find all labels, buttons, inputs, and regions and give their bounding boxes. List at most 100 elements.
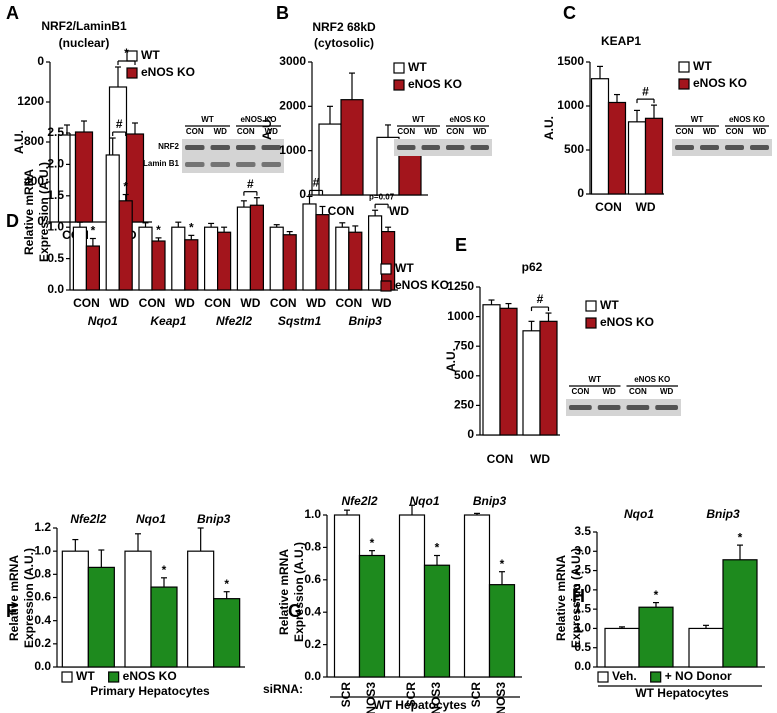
gene-label: Nfe2l2 [70,512,106,526]
x-tick-label: WD [306,296,326,310]
legend-label: eNOS KO [141,65,195,79]
y-tick-label: 0.4 [304,604,321,618]
annotation: # [247,177,254,191]
bar [638,606,674,668]
bar [184,239,199,291]
y-tick-label: 0 [37,54,44,68]
gene-label: Bnip3 [706,507,740,521]
blot-band-label: NRF2 [158,142,179,151]
blot-image [182,139,284,173]
y-tick-label: 1.0 [304,507,321,521]
bar [118,200,133,291]
annotation: * [370,536,375,550]
blot-band [750,145,769,150]
bar [358,554,386,678]
bar [318,123,342,196]
gene-label: Bnip3 [349,314,383,328]
annotation: p=0.07 [369,192,395,201]
y-tick-label: 1200 [17,94,44,108]
panel-title: NRF2 68kD [312,20,376,34]
legend-swatch [393,79,405,91]
y-tick-label: 1.5 [574,601,591,615]
blot-band [626,405,650,410]
bar [249,204,264,291]
bar [335,226,350,291]
legend-label: WT [408,60,427,74]
annotation: # [537,292,544,306]
y-tick-label: 0.0 [47,282,64,296]
annotation: * [738,530,743,544]
y-tick-label: 2.0 [574,582,591,596]
bar [333,514,361,678]
bar [644,117,664,195]
y-axis-label: Expression (A.U.) [569,548,583,648]
blot-band [421,145,440,150]
bar [340,99,364,196]
gene-label: Nqo1 [136,512,166,526]
x-tick-label: WD [240,296,260,310]
gene-label: Nqo1 [624,507,654,521]
y-tick-label: 1.5 [47,188,64,202]
legend-label: eNOS KO [600,315,654,329]
blot-band [397,145,416,150]
blot-group-label: WT [691,115,704,124]
legend-swatch [126,67,138,79]
x-tick-label: WD [636,200,656,214]
legend-swatch [108,671,120,683]
legend-label: WT [395,261,414,275]
bar [368,215,383,291]
y-tick-label: 0.6 [34,590,51,604]
gene-label: Keap1 [150,314,186,328]
y-tick-label: 1.2 [34,520,51,534]
annotation: # [642,84,649,98]
x-tick-label: WD [530,452,550,466]
gene-label: Bnip3 [197,512,231,526]
legend-swatch [380,263,392,275]
blot-image [394,139,492,156]
x-tick-label: WD [175,296,195,310]
blot-lane-label: WD [602,387,616,396]
y-tick-label: 0 [299,187,306,201]
bar [85,245,101,291]
y-tick-label: 0 [577,186,584,200]
blot-band [185,145,205,150]
y-tick-label: 1.0 [34,543,51,557]
blot-lane-label: CON [629,387,647,396]
y-tick-label: 0.0 [34,659,51,673]
gene-label: Nqo1 [410,494,440,508]
bar [204,226,219,291]
blot-lane-label: WD [424,127,438,136]
annotation: * [156,223,161,237]
annotation: * [500,557,505,571]
y-tick-label: 0.6 [304,572,321,586]
bar [590,78,610,195]
bar [87,566,115,668]
blot-lane-label: CON [571,387,589,396]
blot-band [185,162,205,167]
blot-band [569,405,592,410]
blot-group-label: WT [201,115,214,124]
bar [423,564,451,678]
legend-label: + NO Donor [665,669,732,683]
bar [398,153,422,196]
y-tick-label: 2.5 [47,125,64,139]
blot-group-label: eNOS KO [729,115,765,124]
y-tick-label: 0.0 [304,669,321,683]
bar [105,154,120,291]
legend-label: WT [76,669,95,683]
blot-lane-label: WD [265,127,279,136]
y-tick-label: 0.4 [34,613,51,627]
blot-band [700,145,719,150]
y-tick-label: 0.0 [574,659,591,673]
y-tick-label: 0 [467,427,474,441]
blot-lane-label: WD [660,387,674,396]
annotation: * [224,577,229,591]
x-tick-label: CON [204,296,231,310]
y-tick-label: 3000 [279,54,306,68]
blot-lane-label: CON [676,127,694,136]
bar [269,226,284,291]
bar [236,206,251,291]
y-axis-label: A.U. [444,348,458,372]
bar [722,559,758,668]
